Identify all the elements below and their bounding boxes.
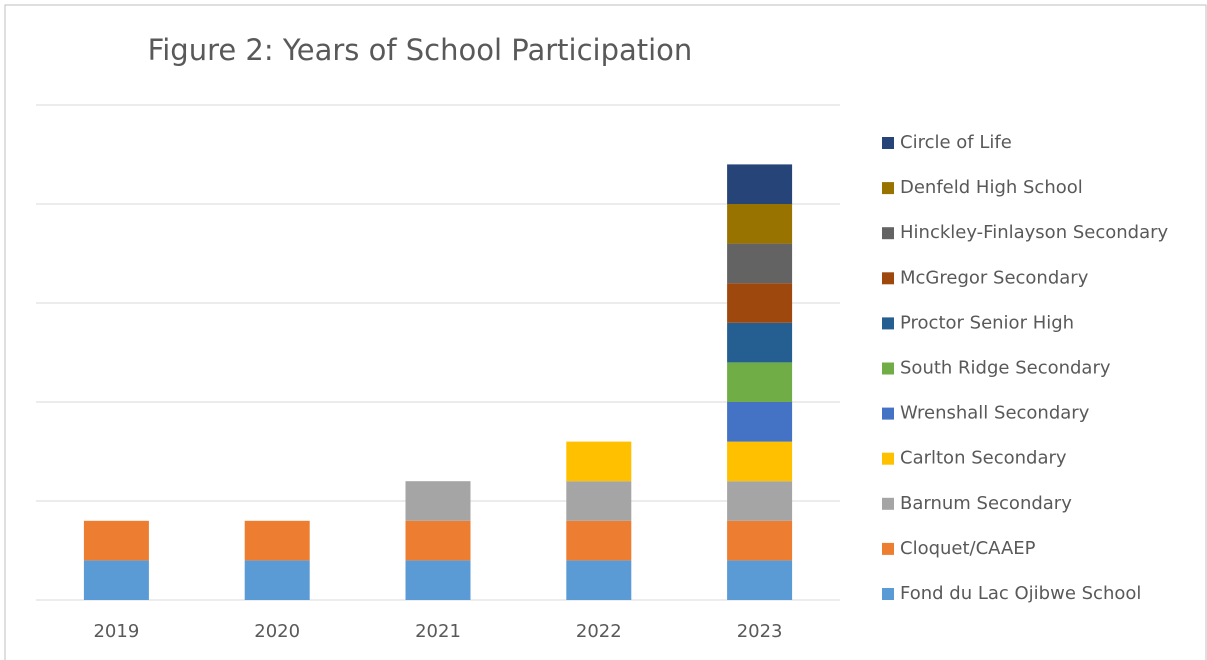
- bar-segment: [566, 520, 632, 561]
- legend-swatch: [882, 452, 894, 465]
- bar-segment: [727, 322, 793, 363]
- legend-swatch: [882, 362, 894, 375]
- bar-segment: [727, 243, 793, 284]
- bar-segment: [405, 520, 471, 561]
- bar-segment: [727, 520, 793, 561]
- legend-label: Circle of Life: [900, 132, 1012, 153]
- x-tick-label: 2020: [254, 621, 300, 642]
- legend-label: South Ridge Secondary: [900, 358, 1111, 379]
- legend-label: Fond du Lac Ojibwe School: [900, 583, 1141, 604]
- legend-label: Hinckley-Finlayson Secondary: [900, 222, 1169, 243]
- x-tick-label: 2019: [93, 621, 139, 642]
- bar-segment: [244, 520, 310, 561]
- bar-segment: [566, 560, 632, 600]
- legend-swatch: [882, 497, 894, 510]
- bar-segment: [727, 560, 793, 600]
- bar-segment: [244, 560, 310, 600]
- bar-segment: [727, 402, 793, 442]
- legend-swatch: [882, 182, 894, 195]
- bar-segment: [727, 362, 793, 402]
- legend-swatch: [882, 588, 894, 600]
- x-tick-label: 2021: [415, 621, 461, 642]
- x-tick-label: 2023: [737, 621, 783, 642]
- chart-title: Figure 2: Years of School Participation: [148, 33, 693, 67]
- bar-segment: [566, 441, 632, 482]
- legend-label: Denfeld High School: [900, 177, 1083, 198]
- legend-swatch: [882, 542, 894, 555]
- chart-border: [4, 4, 1207, 660]
- bar-segment: [405, 560, 471, 600]
- legend-label: McGregor Secondary: [900, 267, 1089, 288]
- bar-segment: [727, 283, 793, 323]
- bar-segment: [727, 441, 793, 482]
- legend-label: Wrenshall Secondary: [900, 403, 1090, 424]
- x-tick-label: 2022: [576, 621, 622, 642]
- legend-swatch: [882, 407, 894, 420]
- legend-label: Carlton Secondary: [900, 448, 1067, 469]
- bar-segment: [566, 481, 632, 521]
- legend-swatch: [882, 317, 894, 330]
- legend-label: Barnum Secondary: [900, 493, 1072, 514]
- bar-segment: [405, 481, 471, 521]
- legend-label: Proctor Senior High: [900, 312, 1074, 333]
- bar-segment: [727, 204, 793, 244]
- bar-segment: [83, 520, 149, 561]
- bar-segment: [727, 164, 793, 204]
- legend-label: Cloquet/CAAEP: [900, 538, 1036, 559]
- legend-swatch: [882, 272, 894, 285]
- bar-segment: [727, 481, 793, 521]
- legend-swatch: [882, 227, 894, 240]
- legend-swatch: [882, 137, 894, 149]
- bar-segment: [83, 560, 149, 600]
